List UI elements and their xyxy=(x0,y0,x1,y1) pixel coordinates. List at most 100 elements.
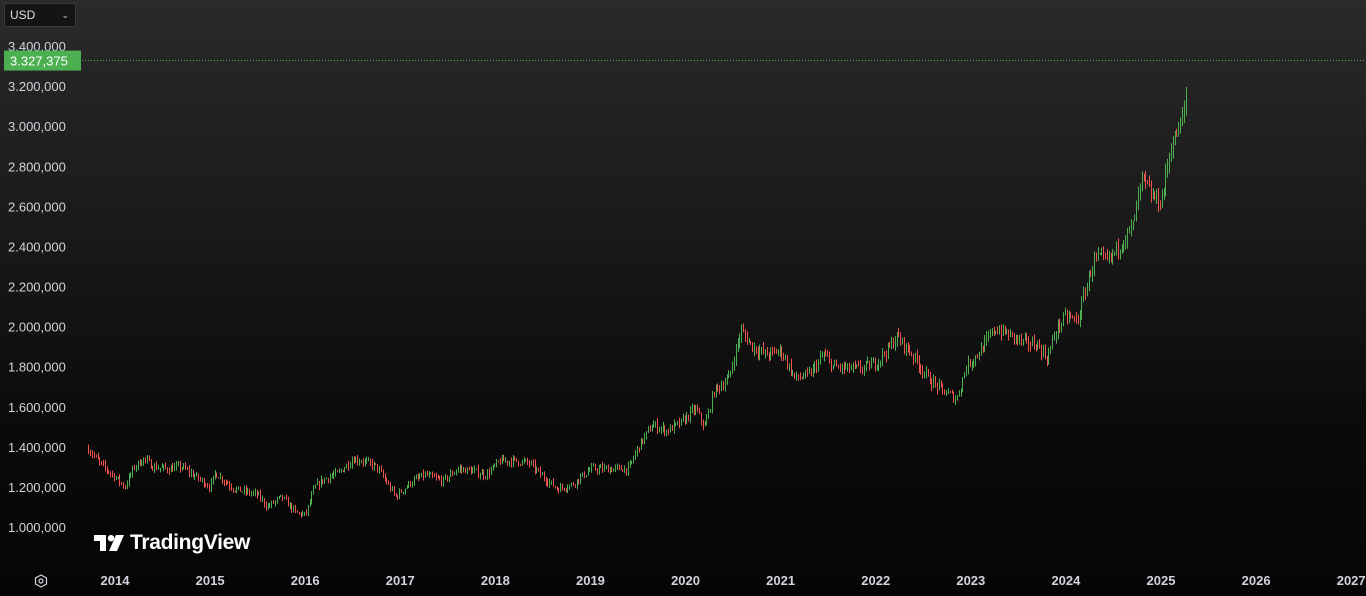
candle-body xyxy=(163,465,164,468)
candle-body xyxy=(860,364,861,371)
candle-body xyxy=(496,461,497,466)
candle-body xyxy=(569,485,570,489)
candle-body xyxy=(319,481,320,487)
candle-body xyxy=(617,466,618,468)
candle-body xyxy=(449,476,450,480)
candle-body xyxy=(147,458,148,460)
candle-body xyxy=(412,483,413,486)
candle-body xyxy=(595,465,596,470)
candle-body xyxy=(185,465,186,469)
candle-body xyxy=(578,479,579,482)
candle-body xyxy=(162,467,163,469)
candle-body xyxy=(116,477,117,480)
candle-body xyxy=(785,357,786,359)
time-tick-label: 2019 xyxy=(576,573,605,588)
candle-body xyxy=(310,501,311,506)
candle-body xyxy=(483,472,484,478)
candle-body xyxy=(1092,269,1093,277)
candles-layer xyxy=(88,86,1187,518)
candle-body xyxy=(344,468,345,472)
candle-body xyxy=(933,379,934,387)
candle-body xyxy=(946,393,947,395)
candle-body xyxy=(644,435,645,443)
candle-body xyxy=(869,361,870,369)
candle-body xyxy=(968,360,969,371)
candle-body xyxy=(690,409,691,420)
candle-body xyxy=(156,465,157,470)
candle-body xyxy=(602,466,603,471)
candle-body xyxy=(136,466,137,469)
candle-body xyxy=(463,468,464,470)
currency-selector[interactable]: USD ⌄ xyxy=(4,3,76,27)
candle-body xyxy=(260,492,261,500)
candle-body xyxy=(699,411,700,414)
candle-body xyxy=(849,363,850,370)
candle-body xyxy=(337,470,338,472)
time-tick-label: 2017 xyxy=(386,573,415,588)
candle-body xyxy=(628,465,629,473)
candle-body xyxy=(471,469,472,474)
candle-body xyxy=(983,346,984,352)
candle-body xyxy=(747,336,748,343)
candle-body xyxy=(1101,252,1102,254)
time-tick-label: 2026 xyxy=(1242,573,1271,588)
candle-body xyxy=(915,353,916,360)
candle-body xyxy=(685,417,686,423)
candle-body xyxy=(1030,345,1031,347)
price-tick-label: 2.200,000 xyxy=(8,280,66,295)
candle-body xyxy=(1080,315,1081,323)
candle-body xyxy=(262,499,263,501)
candle-body xyxy=(96,455,97,457)
watermark-text: TradingView xyxy=(130,531,251,554)
candle-body xyxy=(478,468,479,477)
candle-body xyxy=(739,337,740,343)
candle-body xyxy=(249,490,250,494)
candle-body xyxy=(238,486,239,489)
candle-body xyxy=(1142,174,1143,185)
candle-body xyxy=(546,479,547,483)
candle-body xyxy=(1167,166,1168,170)
candle-body xyxy=(282,494,283,499)
candle-body xyxy=(194,475,195,477)
candle-body xyxy=(1081,299,1082,316)
candle-body xyxy=(516,458,517,462)
candle-body xyxy=(789,363,790,367)
candle-body xyxy=(880,360,881,362)
candle-body xyxy=(460,468,461,470)
tradingview-logo-icon xyxy=(94,535,124,551)
candle-body xyxy=(716,384,717,397)
price-tick-label: 1.600,000 xyxy=(8,400,66,415)
candle-body xyxy=(972,363,973,366)
candle-body xyxy=(1114,252,1115,254)
candle-body xyxy=(952,392,953,394)
candle-body xyxy=(549,481,550,485)
candle-body xyxy=(1034,340,1035,348)
candle-body xyxy=(686,415,687,423)
candle-body xyxy=(494,465,495,467)
candle-body xyxy=(1164,189,1165,196)
candle-body xyxy=(564,487,565,490)
candle-body xyxy=(216,473,217,478)
candle-body xyxy=(811,371,812,376)
settings-icon[interactable] xyxy=(32,572,50,590)
candle-body xyxy=(792,372,793,374)
candle-body xyxy=(1112,252,1113,258)
candle-body xyxy=(211,481,212,490)
candle-body xyxy=(535,463,536,471)
candle-body xyxy=(425,473,426,477)
candle-body xyxy=(909,349,910,354)
tradingview-logo: TradingView xyxy=(94,531,250,555)
candle-body xyxy=(741,328,742,338)
candle-body xyxy=(264,499,265,505)
candle-body xyxy=(361,461,362,463)
candle-body xyxy=(213,475,214,482)
candle-body xyxy=(390,484,391,491)
candle-body xyxy=(1026,337,1027,339)
candle-body xyxy=(130,474,131,476)
candle-body xyxy=(573,483,574,485)
candle-body xyxy=(257,491,258,496)
candle-body xyxy=(1120,249,1121,253)
candle-body xyxy=(489,471,490,475)
candle-body xyxy=(377,463,378,471)
